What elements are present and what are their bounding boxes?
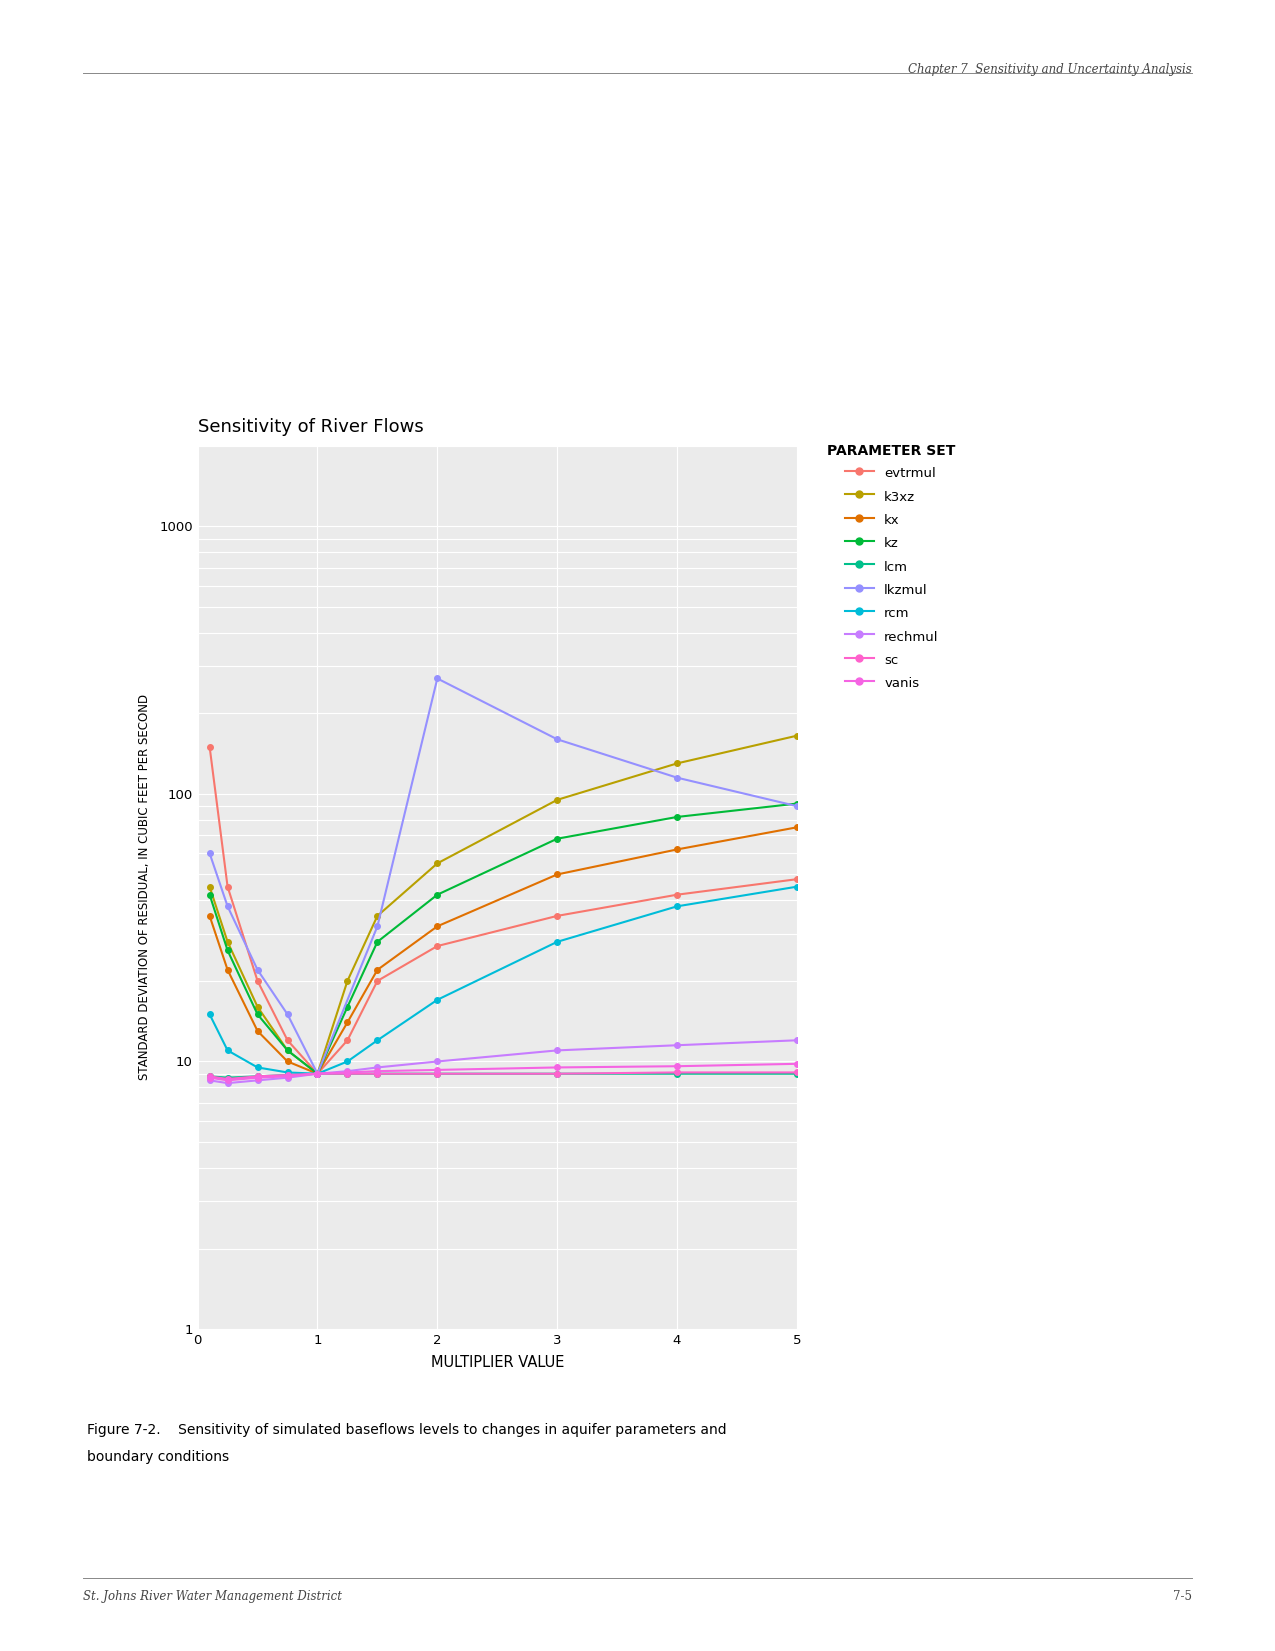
- Text: St. Johns River Water Management District: St. Johns River Water Management Distric…: [83, 1590, 342, 1603]
- X-axis label: MULTIPLIER VALUE: MULTIPLIER VALUE: [431, 1355, 564, 1370]
- Legend: evtrmul, k3xz, kx, kz, lcm, lkzmul, rcm, rechmul, sc, vanis: evtrmul, k3xz, kx, kz, lcm, lkzmul, rcm,…: [827, 444, 956, 692]
- Text: Chapter 7  Sensitivity and Uncertainty Analysis: Chapter 7 Sensitivity and Uncertainty An…: [908, 63, 1192, 76]
- Y-axis label: STANDARD DEVIATION OF RESIDUAL, IN CUBIC FEET PER SECOND: STANDARD DEVIATION OF RESIDUAL, IN CUBIC…: [138, 695, 150, 1080]
- Text: Figure 7-2.    Sensitivity of simulated baseflows levels to changes in aquifer p: Figure 7-2. Sensitivity of simulated bas…: [87, 1423, 727, 1436]
- Text: 7-5: 7-5: [1173, 1590, 1192, 1603]
- Text: boundary conditions: boundary conditions: [87, 1450, 228, 1463]
- Text: Sensitivity of River Flows: Sensitivity of River Flows: [198, 418, 423, 436]
